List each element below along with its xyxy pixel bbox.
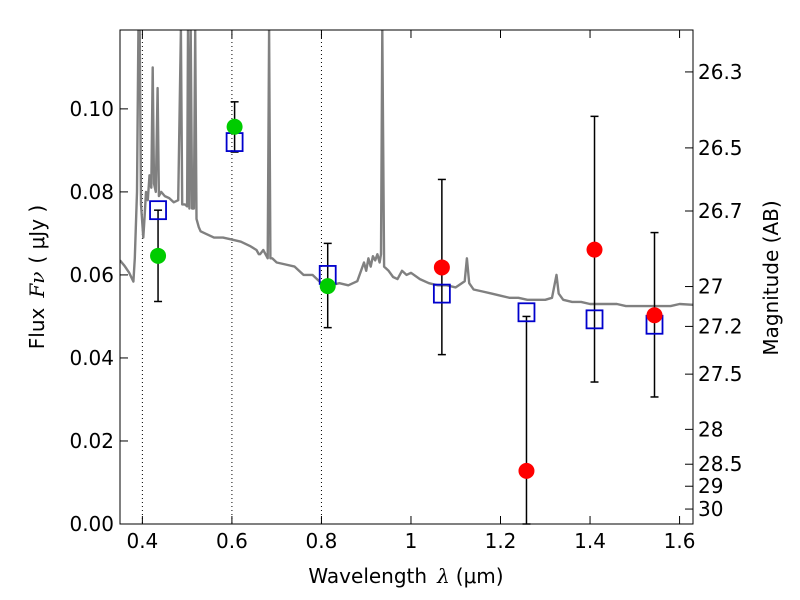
data-point-red [518, 462, 535, 479]
x-axis: 0.4 0.6 0.8 1 1.2 1.4 1.6 [126, 30, 695, 553]
y-tick-label: 0.06 [69, 263, 114, 287]
x-tick-label: 1.2 [485, 529, 517, 553]
plot-frame [119, 29, 694, 525]
data-point-green [319, 278, 336, 295]
y-axis-label-prefix: Flux [25, 307, 49, 349]
model-spectrum-layer [120, 30, 693, 308]
y2-tick-label: 27.2 [698, 314, 743, 338]
model-point-square [517, 302, 536, 323]
y-tick-label: 0.04 [69, 346, 114, 370]
data-point-red [433, 259, 450, 276]
y2-tick-label: 26.7 [698, 199, 743, 223]
y-axis-label: Flux Fν ( μJy ) [25, 205, 49, 349]
model-point-square [149, 200, 167, 221]
y-tick-label: 0.00 [69, 512, 114, 536]
y2-tick-label: 27 [698, 275, 723, 299]
x-tick-label: 0.8 [306, 529, 338, 553]
data-point-green [150, 247, 167, 264]
x-axis-label: Wavelength λ (μm) [308, 564, 503, 588]
x-axis-label-unit: (μm) [456, 564, 504, 588]
y2-tick-label: 29 [698, 474, 723, 498]
y2-tick-label: 26.3 [698, 60, 743, 84]
y2-tick-label: 27.5 [698, 362, 743, 386]
y-axis-label-unit: ( μJy ) [25, 205, 49, 264]
plot-background [120, 30, 693, 524]
model-point-square [585, 309, 604, 330]
data-point-red [586, 241, 603, 258]
data-point-green [226, 118, 243, 135]
x-tick-label: 1.6 [664, 529, 696, 553]
x-axis-label-prefix: Wavelength [308, 564, 427, 588]
x-axis-label-symbol: λ [436, 564, 450, 588]
y-axis-left: 0.00 0.02 0.04 0.06 0.08 0.10 [69, 97, 128, 536]
x-tick-label: 0.6 [216, 529, 248, 553]
y2-tick-label: 28 [698, 417, 723, 441]
y2-tick-label: 30 [698, 497, 723, 521]
x-tick-label: 1.4 [574, 529, 606, 553]
data-point-red [646, 307, 663, 324]
marker-layer [149, 118, 664, 479]
y2-tick-label: 28.5 [698, 452, 743, 476]
x-tick-label: 1 [405, 529, 418, 553]
y2-axis-label: Magnitude (AB) [759, 200, 783, 355]
y-axis-label-symbol: Fν [25, 272, 49, 299]
y-tick-label: 0.08 [69, 180, 114, 204]
y2-tick-label: 26.5 [698, 136, 743, 160]
model-point-square [432, 283, 451, 304]
x-tick-label: 0.4 [126, 529, 158, 553]
y-tick-label: 0.02 [69, 429, 114, 453]
y-tick-label: 0.10 [69, 97, 114, 121]
model-spectrum-line [120, 30, 693, 308]
